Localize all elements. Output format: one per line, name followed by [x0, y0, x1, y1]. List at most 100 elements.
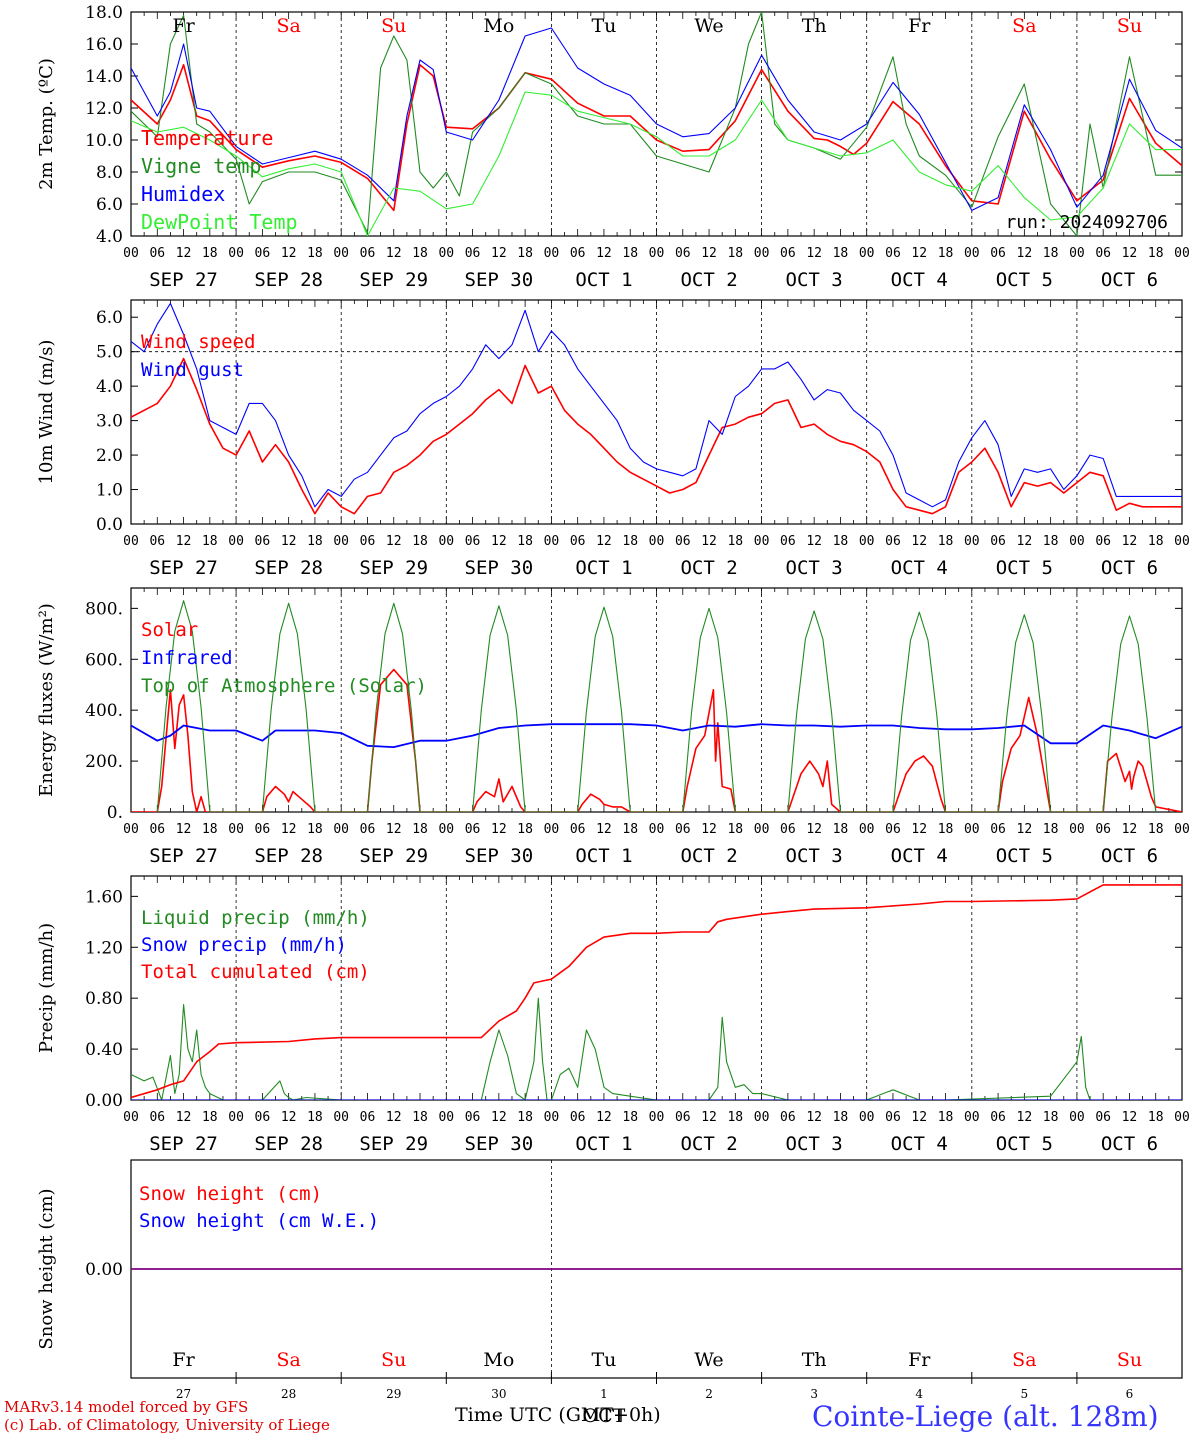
- hour-tick-label: 12: [281, 534, 297, 549]
- hour-tick-label: 12: [806, 246, 822, 261]
- weekday-label: Mo: [483, 1349, 514, 1371]
- weekday-label: Fr: [172, 15, 195, 37]
- hour-tick-label: 06: [255, 822, 271, 837]
- hour-tick-label: 00: [228, 822, 244, 837]
- hour-tick-label: 00: [228, 246, 244, 261]
- date-label: OCT 2: [680, 845, 737, 867]
- weekday-label: Su: [381, 1349, 406, 1371]
- chart-panel-3: 0. 200. 400. 600. 800. Energy fluxes (W/m²) So…: [36, 587, 1190, 867]
- y-tick-label: 0.80: [85, 989, 123, 1009]
- hour-tick-label: 18: [1148, 534, 1164, 549]
- hour-tick-label: 00: [438, 534, 454, 549]
- y-axis-label: Precip (mm/h): [36, 923, 57, 1053]
- hour-tick-label: 00: [649, 534, 665, 549]
- weekday-label: Sa: [276, 15, 300, 37]
- hour-tick-label: 18: [1043, 534, 1059, 549]
- run-annotation: run: 2024092706: [1005, 212, 1168, 233]
- hour-tick-label: 18: [202, 822, 218, 837]
- hour-tick-label: 12: [596, 1110, 612, 1125]
- hour-tick-label: 06: [780, 822, 796, 837]
- hour-tick-label: 00: [649, 822, 665, 837]
- chart-panel-2: 0.0 1.0 2.0 3.0 4.0 5.0 6.0 10m Wind (m/s) Wind …: [36, 299, 1190, 579]
- time-axis-label: Time UTC (GMT+0h): [455, 1404, 661, 1426]
- date-label: OCT 1: [575, 845, 632, 867]
- hour-tick-label: 06: [149, 1110, 165, 1125]
- credit-line-1: MARv3.14 model forced by GFS: [4, 1398, 249, 1416]
- hour-tick-label: 18: [622, 822, 638, 837]
- hour-tick-label: 06: [255, 534, 271, 549]
- hour-tick-label: 06: [255, 246, 271, 261]
- weekday-label: Fr: [908, 1349, 931, 1371]
- hour-tick-label: 18: [412, 1110, 428, 1125]
- y-axis-label: 10m Wind (m/s): [36, 340, 57, 485]
- hour-tick-label: 12: [1122, 246, 1138, 261]
- y-tick-label: 1.20: [85, 938, 123, 958]
- hour-tick-label: 12: [701, 534, 717, 549]
- hour-tick-label: 18: [1043, 246, 1059, 261]
- hour-tick-label: 00: [649, 1110, 665, 1125]
- chart-panel-5: 0.00 Snow height (cm) Snow height (cm) Snow…: [36, 1159, 1183, 1427]
- hour-tick-label: 06: [990, 822, 1006, 837]
- hour-tick-label: 12: [911, 822, 927, 837]
- weekday-label: Th: [802, 15, 827, 37]
- hour-tick-label: 18: [938, 246, 954, 261]
- hour-tick-label: 12: [491, 822, 507, 837]
- weekday-label: Sa: [1012, 1349, 1036, 1371]
- hour-tick-label: 06: [149, 822, 165, 837]
- hour-tick-label: 18: [202, 246, 218, 261]
- hour-tick-label: 06: [149, 534, 165, 549]
- date-label: OCT 5: [996, 845, 1053, 867]
- hour-tick-label: 18: [307, 246, 323, 261]
- date-label: OCT 6: [1101, 269, 1158, 291]
- hour-tick-label: 18: [727, 246, 743, 261]
- date-label: OCT 2: [680, 557, 737, 579]
- y-axis-label: Snow height (cm): [36, 1188, 57, 1349]
- hour-tick-label: 06: [465, 246, 481, 261]
- hour-tick-label: 00: [333, 246, 349, 261]
- y-tick-label: 5.0: [96, 343, 123, 363]
- date-label: SEP 28: [254, 557, 323, 579]
- hour-tick-label: 06: [885, 1110, 901, 1125]
- hour-tick-label: 00: [438, 246, 454, 261]
- hour-tick-label: 12: [1122, 1110, 1138, 1125]
- hour-tick-label: 18: [307, 1110, 323, 1125]
- hour-tick-label: 12: [1017, 822, 1033, 837]
- hour-tick-label: 18: [833, 246, 849, 261]
- date-label: SEP 30: [465, 557, 534, 579]
- legend-entry: Wind gust: [141, 359, 244, 381]
- y-tick-label: 1.0: [96, 481, 123, 501]
- day-number-label: 2: [705, 1387, 713, 1401]
- hour-tick-label: 12: [281, 246, 297, 261]
- series-line: [131, 884, 1182, 1099]
- hour-tick-label: 12: [1017, 534, 1033, 549]
- hour-tick-label: 18: [517, 1110, 533, 1125]
- hour-tick-label: 12: [386, 1110, 402, 1125]
- hour-tick-label: 12: [1017, 246, 1033, 261]
- hour-tick-label: 06: [465, 534, 481, 549]
- hour-tick-label: 00: [228, 534, 244, 549]
- hour-tick-label: 00: [544, 534, 560, 549]
- series-line: [131, 302, 1182, 508]
- hour-tick-label: 06: [1095, 1110, 1111, 1125]
- station-title: Cointe-Liege (alt. 128m): [812, 1400, 1159, 1433]
- hour-tick-label: 00: [1069, 534, 1085, 549]
- hour-tick-label: 00: [1174, 822, 1190, 837]
- y-axis-label: 2m Temp. (ºC): [36, 58, 57, 190]
- day-number-label: 27: [176, 1387, 191, 1401]
- weekday-label: Fr: [172, 1349, 195, 1371]
- hour-tick-label: 18: [727, 534, 743, 549]
- series-line: [131, 27, 1182, 211]
- date-label: SEP 29: [359, 557, 428, 579]
- hour-tick-label: 18: [517, 534, 533, 549]
- date-label: SEP 28: [254, 269, 323, 291]
- hour-tick-label: 00: [333, 534, 349, 549]
- hour-tick-label: 06: [570, 246, 586, 261]
- date-label: OCT 3: [786, 557, 843, 579]
- hour-tick-label: 06: [1095, 822, 1111, 837]
- date-label: SEP 30: [465, 845, 534, 867]
- y-tick-label: 0.00: [85, 1260, 123, 1280]
- legend-entry: Infrared: [141, 647, 233, 669]
- y-tick-label: 4.0: [96, 227, 123, 247]
- weekday-label: Su: [381, 15, 406, 37]
